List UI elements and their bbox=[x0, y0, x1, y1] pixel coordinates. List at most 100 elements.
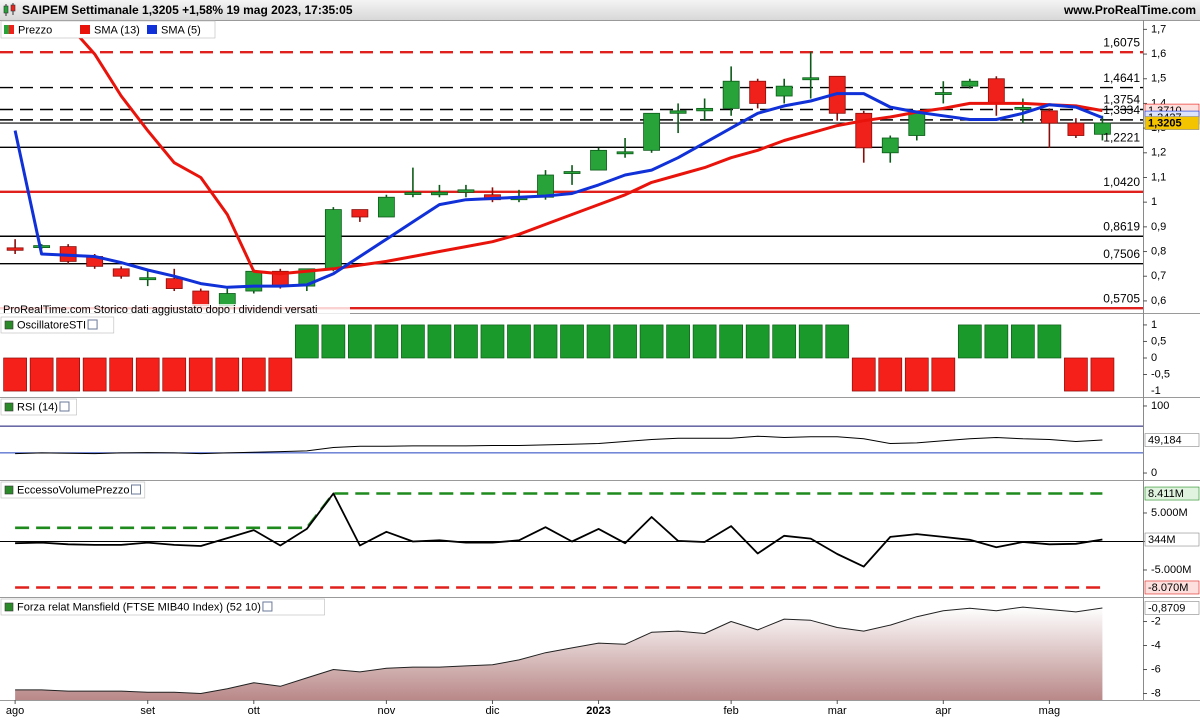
value-badge bbox=[1144, 116, 1200, 130]
settings-icon[interactable] bbox=[87, 319, 98, 330]
y-tick-label: -0,5 bbox=[1151, 368, 1170, 380]
legend-label: SMA (13) bbox=[94, 24, 140, 36]
settings-icon[interactable] bbox=[131, 484, 141, 495]
title-bg bbox=[0, 481, 146, 499]
y-tick-label: -5.000M bbox=[1151, 564, 1191, 576]
value-badge-label: 344M bbox=[1148, 534, 1176, 546]
y-tick-label: 1,7 bbox=[1151, 23, 1166, 35]
candle-body bbox=[6, 247, 24, 251]
oscillator-bar bbox=[772, 324, 797, 359]
candle-body bbox=[749, 80, 767, 104]
x-tick-label: 2023 bbox=[586, 705, 610, 717]
x-tick-label: set bbox=[140, 705, 155, 717]
indicator-line bbox=[15, 435, 1103, 455]
x-tick-label: ott bbox=[248, 705, 260, 717]
oscillator-bar bbox=[984, 324, 1009, 359]
legend-swatch bbox=[4, 25, 9, 34]
level-label: 1,3334 bbox=[1103, 103, 1140, 117]
title-bg bbox=[0, 316, 115, 334]
candle-body bbox=[165, 278, 183, 289]
x-tick-label: nov bbox=[378, 705, 396, 717]
y-tick-label: 0 bbox=[1151, 352, 1157, 364]
candle-body bbox=[881, 137, 899, 154]
oscillator-bar bbox=[109, 357, 134, 392]
candle-body bbox=[775, 85, 793, 97]
candle-body bbox=[457, 189, 475, 193]
candle-body bbox=[139, 277, 157, 281]
oscillator-bar bbox=[1064, 357, 1088, 392]
oscillator-bar bbox=[1090, 357, 1115, 392]
axis-layer: 1,71,61,51,41,31,21,110,90,80,70,610,50-… bbox=[1143, 23, 1200, 699]
x-tick-label: feb bbox=[724, 705, 739, 717]
title-bg bbox=[0, 398, 77, 416]
candle-body bbox=[324, 209, 342, 270]
legend-label: Prezzo bbox=[18, 24, 52, 36]
y-tick-label: 1 bbox=[1151, 196, 1157, 208]
panel-title: EccessoVolumePrezzo bbox=[17, 484, 130, 496]
moving-average-line bbox=[67, 23, 1103, 276]
value-badge bbox=[1144, 486, 1200, 501]
legend-swatch bbox=[147, 25, 157, 34]
oscillator-bar bbox=[851, 357, 876, 392]
title-icon bbox=[4, 402, 14, 412]
oscillator-bar bbox=[533, 324, 558, 359]
oscillator-bar bbox=[904, 357, 929, 392]
oscillator-bar bbox=[931, 357, 956, 392]
moving-average-line bbox=[13, 92, 1103, 289]
title-icon bbox=[4, 485, 14, 495]
level-label: 1,6075 bbox=[1103, 35, 1140, 49]
value-badge-label: 1,3205 bbox=[1148, 117, 1182, 129]
panel-0 bbox=[0, 23, 1143, 310]
header-bar bbox=[0, 0, 1200, 20]
candle-body bbox=[377, 196, 395, 218]
oscillator-bar bbox=[348, 324, 372, 359]
x-tick-label: dic bbox=[485, 705, 500, 717]
panel-1 bbox=[3, 324, 1115, 392]
value-badge-label: -8.070M bbox=[1148, 582, 1188, 594]
candle-body bbox=[1094, 122, 1111, 135]
indicator-line bbox=[15, 492, 1103, 568]
oscillator-bar bbox=[241, 357, 266, 392]
candle-body bbox=[245, 270, 263, 292]
candle-body bbox=[669, 110, 687, 114]
oscillator-bar bbox=[825, 324, 850, 359]
oscillator-bar bbox=[639, 324, 664, 359]
oscillator-bar bbox=[188, 357, 213, 392]
candle-body bbox=[616, 151, 634, 155]
candle-body bbox=[537, 174, 554, 198]
y-tick-label: -8 bbox=[1151, 687, 1161, 699]
y-tick-label: -2 bbox=[1151, 615, 1161, 627]
oscillator-bar bbox=[427, 324, 452, 359]
candle-body bbox=[802, 77, 820, 81]
candle-body bbox=[696, 107, 714, 112]
candle-body bbox=[431, 191, 448, 196]
candle-body bbox=[987, 78, 1005, 104]
oscillator-bar bbox=[3, 357, 27, 392]
y-tick-label: 5.000M bbox=[1151, 507, 1188, 519]
header-title: SAIPEM Settimanale 1,3205 +1,58% 19 mag … bbox=[22, 3, 353, 17]
oscillator-bar bbox=[321, 324, 346, 359]
oscillator-bar bbox=[135, 357, 160, 392]
legend-label: SMA (5) bbox=[161, 24, 201, 36]
oscillator-bar bbox=[215, 357, 240, 392]
settings-icon[interactable] bbox=[262, 601, 273, 612]
x-tick-label: apr bbox=[935, 705, 951, 717]
oscillator-bar bbox=[401, 324, 425, 359]
y-tick-label: 1,1 bbox=[1151, 171, 1166, 183]
y-tick-label: 1 bbox=[1151, 319, 1157, 331]
last-value-label: -1 bbox=[1151, 385, 1161, 397]
header-icon bbox=[3, 3, 16, 16]
y-tick-label: 0,5 bbox=[1151, 335, 1166, 347]
header-site[interactable]: www.ProRealTime.com bbox=[1063, 3, 1196, 17]
panel-4 bbox=[15, 606, 1103, 700]
oscillator-bar bbox=[480, 324, 505, 359]
oscillator-bar bbox=[745, 324, 770, 359]
level-label: 1,0420 bbox=[1103, 175, 1140, 189]
value-badge-label: 49,184 bbox=[1148, 434, 1182, 446]
settings-icon[interactable] bbox=[59, 401, 70, 412]
y-tick-label: 0,8 bbox=[1151, 245, 1166, 257]
legend-swatch bbox=[80, 25, 90, 34]
y-tick-label: -4 bbox=[1151, 639, 1161, 651]
x-tick-label: mar bbox=[828, 705, 847, 717]
